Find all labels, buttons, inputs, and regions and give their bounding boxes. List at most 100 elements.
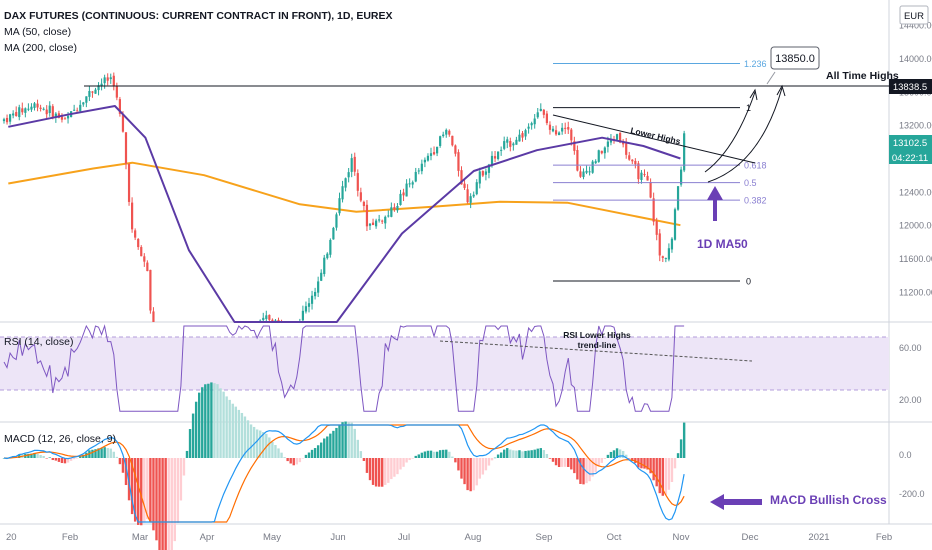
- candle-body: [152, 311, 155, 322]
- candle-body: [411, 182, 414, 185]
- target-callout-box[interactable]: [770, 46, 820, 70]
- macd-histogram-bar: [182, 458, 186, 476]
- time-tick-label: Aug: [465, 532, 482, 543]
- macd-histogram-bar: [262, 432, 265, 458]
- macd-histogram-bar: [18, 454, 21, 458]
- macd-histogram-bar: [628, 458, 631, 459]
- macd-histogram-bar: [442, 449, 445, 458]
- macd-histogram-bar: [396, 458, 399, 475]
- candle-body: [536, 112, 539, 118]
- candle-body: [341, 186, 344, 200]
- macd-histogram-bar: [506, 448, 509, 458]
- rsi-layer: [3, 324, 685, 412]
- macd-histogram-bar: [408, 458, 411, 461]
- time-tick-label: Dec: [742, 532, 759, 543]
- macd-histogram-bar: [27, 453, 30, 458]
- macd-histogram-bar: [216, 384, 219, 458]
- macd-histogram-bar: [567, 458, 570, 467]
- macd-histogram-bar: [283, 457, 286, 458]
- macd-histogram-bar: [106, 448, 109, 458]
- candle-body: [622, 141, 625, 145]
- macd-histogram-bar: [374, 458, 378, 487]
- currency-badge[interactable]: [899, 5, 929, 25]
- ath-price-badge: [889, 79, 932, 94]
- candle-body: [30, 106, 33, 110]
- macd-histogram-bar: [417, 454, 420, 458]
- macd-histogram-bar: [91, 449, 94, 458]
- candle-body: [143, 256, 146, 262]
- macd-pane-label[interactable]: MACD (12, 26, close, 9): [4, 433, 116, 445]
- macd-histogram-bar: [188, 429, 192, 458]
- candle-body: [423, 159, 426, 163]
- candle-body: [640, 172, 643, 180]
- candle-body: [387, 215, 390, 217]
- macd-histogram-bar: [79, 456, 82, 458]
- candle-body: [134, 230, 137, 238]
- candle-body: [33, 103, 36, 108]
- candle-body: [121, 115, 125, 132]
- candle-body: [332, 227, 335, 240]
- rsi-pane-label[interactable]: RSI (14, close): [4, 336, 73, 348]
- all-time-high-label: All Time Highs: [826, 70, 899, 82]
- candle-body: [381, 220, 384, 222]
- projection-arrowhead-1: [749, 88, 758, 101]
- macd-histogram-bar: [109, 448, 112, 458]
- macd-histogram-bar: [682, 422, 686, 458]
- candle-body: [588, 171, 591, 173]
- macd-histogram-bar: [149, 458, 152, 523]
- macd-histogram-bar: [600, 458, 603, 463]
- macd-histogram-bar: [344, 421, 347, 458]
- macd-histogram-bar: [496, 454, 500, 458]
- candle-body: [356, 173, 359, 191]
- macd-histogram-bar: [478, 458, 481, 479]
- candle-body: [365, 204, 369, 227]
- candle-body: [91, 91, 94, 93]
- candle-body: [451, 135, 454, 146]
- macd-histogram-bar: [63, 458, 67, 464]
- candle-body: [405, 183, 408, 197]
- candle-body: [567, 127, 570, 130]
- macd-histogram-bar: [658, 458, 661, 494]
- candle-body: [554, 130, 558, 135]
- candle-body: [432, 152, 436, 155]
- candle-body: [637, 163, 640, 180]
- candle-body: [429, 153, 433, 156]
- macd-histogram-bar: [222, 391, 225, 458]
- candle-body: [497, 151, 500, 160]
- callout-pointer: [766, 71, 776, 85]
- time-tick-label: Nov: [673, 532, 690, 543]
- candle-body: [88, 90, 91, 97]
- candle-body: [634, 160, 637, 165]
- macd-histogram-bar: [667, 458, 671, 490]
- macd-histogram-bar: [420, 452, 424, 458]
- candle-body: [393, 207, 396, 210]
- candle-body: [9, 114, 12, 122]
- macd-histogram-bar: [201, 387, 204, 458]
- candle-body: [680, 169, 683, 185]
- candle-body: [579, 171, 582, 177]
- macd-histogram-bar: [225, 396, 228, 458]
- candle-body: [484, 171, 487, 175]
- macd-histogram-bar: [194, 401, 198, 458]
- candle-body: [265, 315, 268, 319]
- candle-body: [118, 99, 121, 114]
- macd-histogram-bar: [618, 449, 622, 458]
- macd-histogram-bar: [350, 422, 353, 458]
- macd-histogram-bar: [484, 458, 488, 471]
- macd-histogram-bar: [445, 449, 448, 458]
- macd-histogram-bar: [338, 424, 341, 458]
- candle-body: [478, 171, 481, 184]
- candle-body: [48, 105, 51, 114]
- candle-body: [597, 150, 600, 162]
- candle-body: [585, 170, 588, 173]
- macd-tick-label: 0.0: [899, 450, 912, 460]
- candle-body: [676, 186, 680, 210]
- macd-histogram-bar: [515, 450, 518, 458]
- macd-histogram-bar: [585, 458, 588, 484]
- indicator-ma200-legend[interactable]: MA (200, close): [4, 42, 77, 54]
- projection-arrowhead-2: [776, 84, 786, 97]
- macd-histogram-bar: [463, 458, 466, 485]
- candle-body: [15, 112, 18, 117]
- indicator-ma50-legend[interactable]: MA (50, close): [4, 26, 71, 38]
